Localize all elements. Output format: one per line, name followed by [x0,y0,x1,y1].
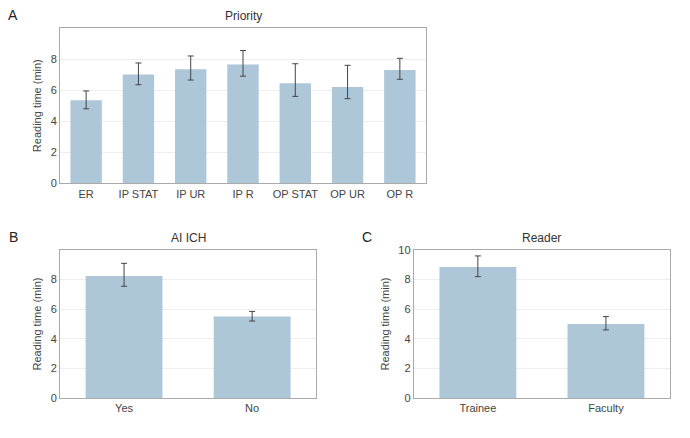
svg-text:8: 8 [51,273,57,285]
svg-text:2: 2 [51,146,57,158]
svg-text:OP STAT: OP STAT [273,188,319,200]
svg-text:No: No [245,402,259,414]
svg-text:0: 0 [51,177,57,189]
svg-text:Reader: Reader [522,231,561,245]
svg-text:0: 0 [51,392,57,404]
svg-text:C: C [362,229,372,245]
svg-text:4: 4 [404,333,410,345]
svg-text:A: A [8,7,18,23]
svg-text:Reading time (min): Reading time (min) [31,278,43,371]
svg-text:Priority: Priority [225,9,262,23]
svg-text:Trainee: Trainee [459,402,496,414]
svg-text:IP UR: IP UR [176,188,205,200]
svg-text:Yes: Yes [115,402,133,414]
svg-text:2: 2 [51,362,57,374]
svg-text:4: 4 [51,115,57,127]
svg-text:0: 0 [404,392,410,404]
svg-text:IP STAT: IP STAT [119,188,159,200]
svg-text:8: 8 [404,273,410,285]
svg-text:6: 6 [51,84,57,96]
svg-text:ER: ER [78,188,93,200]
svg-text:AI ICH: AI ICH [171,231,206,245]
svg-text:2: 2 [404,362,410,374]
svg-text:Reading time (min): Reading time (min) [31,59,43,152]
svg-text:IP R: IP R [232,188,253,200]
svg-text:6: 6 [404,303,410,315]
svg-text:B: B [9,229,18,245]
svg-text:Faculty: Faculty [588,402,624,414]
svg-text:6: 6 [51,303,57,315]
svg-text:10: 10 [398,244,410,256]
svg-text:OP UR: OP UR [330,188,365,200]
svg-text:4: 4 [51,333,57,345]
svg-text:OP R: OP R [387,188,414,200]
svg-text:Reading time (min): Reading time (min) [379,278,391,371]
svg-text:8: 8 [51,53,57,65]
